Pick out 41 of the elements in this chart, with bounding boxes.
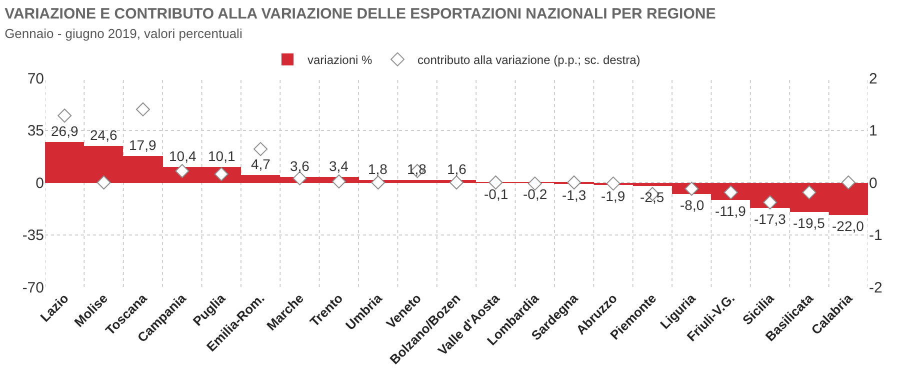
data-label: 1,6	[447, 161, 467, 177]
y-tick-label: 35	[27, 122, 44, 140]
legend-label: contributo alla variazione (p.p.; sc. destra)	[418, 53, 640, 67]
y-tick-label: -35	[22, 227, 44, 244]
point	[567, 176, 582, 190]
point	[96, 176, 111, 190]
data-label: -22,0	[832, 218, 864, 234]
y-tick-label: -70	[22, 279, 44, 296]
data-label: 3,4	[329, 158, 349, 174]
point	[450, 176, 464, 190]
point	[606, 176, 620, 191]
chart-title: VARIAZIONE E CONTRIBUTO ALLA VARIAZIONE DELLE ESPORTAZIONI NAZIONALI PER REGIONE	[4, 5, 716, 22]
y-tick-label: 70	[27, 70, 44, 88]
data-label: 17,9	[129, 137, 156, 153]
data-label: -1,9	[601, 188, 626, 204]
data-label: -19,5	[793, 215, 826, 231]
point	[371, 176, 386, 190]
data-label: 3,6	[290, 158, 310, 174]
y2-tick-label: 2	[869, 70, 878, 88]
y2-tick-label: -1	[869, 227, 882, 244]
chart-subtitle: Gennaio - giugno 2019, valori percentuali	[4, 26, 242, 41]
data-label: 4,7	[251, 156, 271, 172]
y2-tick-label: 1	[869, 122, 878, 140]
point	[841, 176, 856, 190]
data-label: -1,3	[562, 187, 586, 203]
data-label: -0,2	[523, 186, 548, 202]
data-label: -11,9	[715, 203, 746, 219]
y2-tick-label: 0	[869, 174, 878, 192]
data-label: 10,4	[169, 148, 196, 164]
data-label: 10,1	[208, 148, 236, 164]
data-label: -17,3	[754, 211, 786, 227]
point	[684, 182, 699, 196]
data-label: -0,1	[484, 186, 508, 202]
data-label: 1,8	[368, 161, 388, 177]
y-tick-label: 0	[36, 174, 44, 192]
data-label: -8,0	[680, 197, 704, 213]
y2-tick-label: -2	[869, 279, 882, 296]
data-label: 26,9	[51, 123, 78, 139]
data-label: 24,6	[90, 127, 118, 143]
legend-label: variazioni %	[308, 53, 373, 67]
point	[332, 174, 346, 188]
